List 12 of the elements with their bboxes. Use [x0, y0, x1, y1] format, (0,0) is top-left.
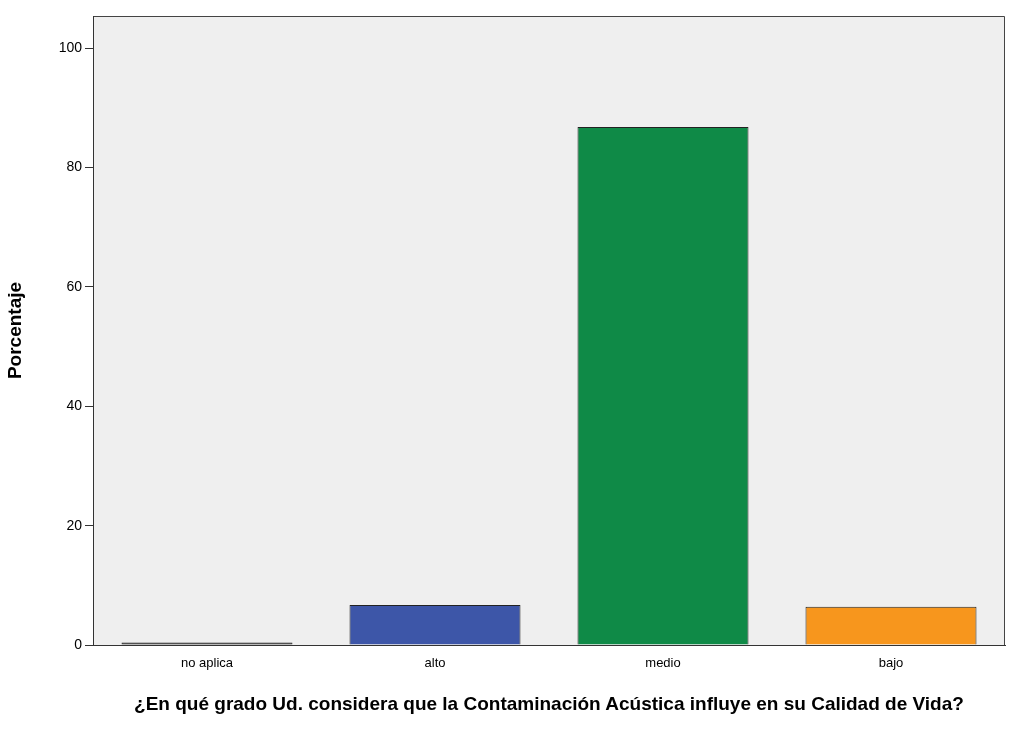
- y-tick-label: 0: [74, 635, 83, 652]
- x-tick-label: no aplica: [180, 655, 234, 671]
- y-tick-label: 80: [66, 158, 83, 175]
- y-tick-label: 60: [66, 277, 83, 294]
- x-tick-label: medio: [645, 655, 681, 671]
- y-tick-label: 100: [58, 39, 83, 56]
- x-axis-title: ¿En qué grado Ud. considera que la Contaminación Acústica influye en su Calidad de Vida?: [133, 693, 965, 714]
- y-tick-label: 40: [66, 397, 83, 414]
- y-axis-title: Porcentaje: [3, 281, 25, 380]
- x-tick-label: bajo: [878, 655, 904, 671]
- y-tick-label: 20: [66, 516, 83, 533]
- x-tick-label: alto: [424, 655, 446, 671]
